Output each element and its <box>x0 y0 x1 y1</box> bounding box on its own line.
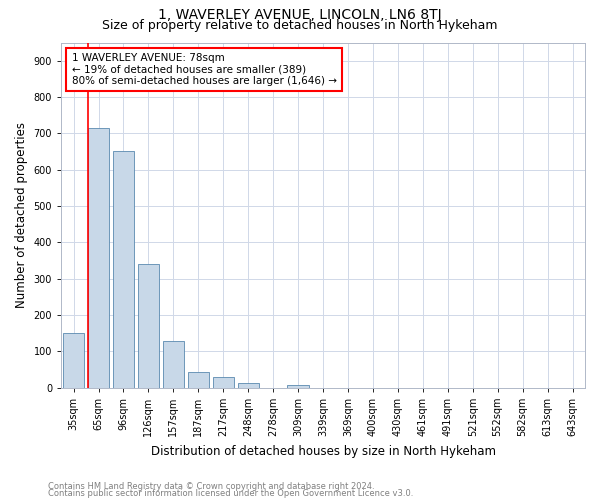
Bar <box>113 152 134 388</box>
Y-axis label: Number of detached properties: Number of detached properties <box>15 122 28 308</box>
Text: 1 WAVERLEY AVENUE: 78sqm
← 19% of detached houses are smaller (389)
80% of semi-: 1 WAVERLEY AVENUE: 78sqm ← 19% of detach… <box>71 53 337 86</box>
X-axis label: Distribution of detached houses by size in North Hykeham: Distribution of detached houses by size … <box>151 444 496 458</box>
Bar <box>88 128 109 388</box>
Bar <box>188 372 209 388</box>
Text: Size of property relative to detached houses in North Hykeham: Size of property relative to detached ho… <box>102 18 498 32</box>
Bar <box>212 376 234 388</box>
Bar <box>163 341 184 388</box>
Text: Contains public sector information licensed under the Open Government Licence v3: Contains public sector information licen… <box>48 490 413 498</box>
Bar <box>287 384 308 388</box>
Bar <box>138 264 159 388</box>
Text: 1, WAVERLEY AVENUE, LINCOLN, LN6 8TJ: 1, WAVERLEY AVENUE, LINCOLN, LN6 8TJ <box>158 8 442 22</box>
Bar <box>63 333 84 388</box>
Text: Contains HM Land Registry data © Crown copyright and database right 2024.: Contains HM Land Registry data © Crown c… <box>48 482 374 491</box>
Bar <box>238 384 259 388</box>
